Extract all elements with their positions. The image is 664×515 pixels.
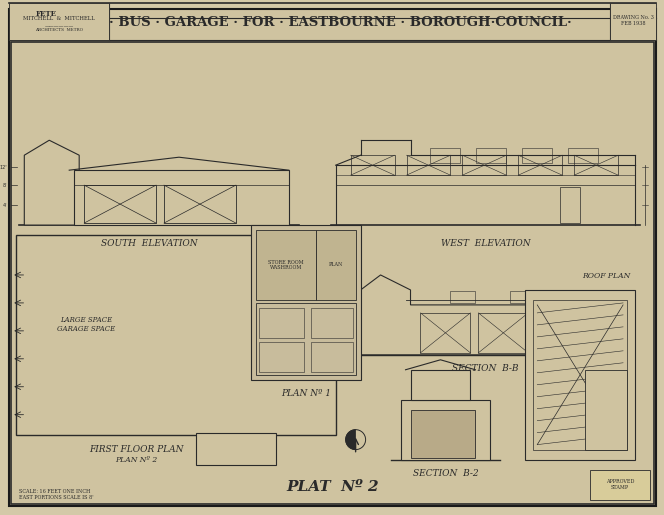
Text: FIRST FLOOR PLAN: FIRST FLOOR PLAN — [89, 445, 183, 454]
Bar — [196, 433, 276, 465]
Bar — [585, 370, 627, 450]
Bar — [560, 187, 580, 223]
Bar — [610, 3, 656, 41]
Bar — [450, 291, 475, 303]
Bar — [519, 155, 562, 175]
Bar — [537, 313, 586, 353]
Text: PLAN Nº 2: PLAN Nº 2 — [115, 456, 157, 464]
Bar — [420, 313, 470, 353]
Text: APPROVED
STAMP: APPROVED STAMP — [606, 479, 634, 490]
Bar — [351, 155, 394, 175]
Text: 4': 4' — [3, 202, 7, 208]
Text: SCALE: 16 FEET ONE INCH
EAST PORTIONS SCALE IS 8': SCALE: 16 FEET ONE INCH EAST PORTIONS SC… — [19, 489, 94, 500]
Bar — [11, 42, 654, 505]
Bar — [478, 313, 529, 353]
Text: STORE ROOM
WASHROOM: STORE ROOM WASHROOM — [268, 260, 303, 270]
Bar — [476, 148, 507, 163]
Text: SOUTH  ELEVATION: SOUTH ELEVATION — [101, 238, 197, 248]
Bar — [590, 470, 650, 500]
Bar — [523, 148, 552, 163]
Wedge shape — [346, 430, 356, 450]
Bar — [406, 155, 450, 175]
Text: LARGE SPACE
GARAGE SPACE: LARGE SPACE GARAGE SPACE — [57, 316, 116, 334]
Bar — [256, 230, 315, 300]
Text: PLAN Nº 1: PLAN Nº 1 — [281, 389, 331, 398]
Bar — [533, 300, 627, 450]
Bar — [256, 303, 356, 375]
Bar — [259, 342, 303, 372]
Text: FETE: FETE — [36, 10, 56, 19]
Bar — [410, 410, 475, 458]
Bar — [315, 230, 356, 300]
Text: · BUS · GARAGE · FOR · EASTBOURNE · BOROUGH·COUNCIL·: · BUS · GARAGE · FOR · EASTBOURNE · BORO… — [110, 16, 572, 29]
Text: ARCHITECTS  METRO: ARCHITECTS METRO — [35, 28, 83, 32]
Text: 8': 8' — [3, 183, 7, 187]
Text: MITCHELL  &  MITCHELL: MITCHELL & MITCHELL — [23, 16, 95, 21]
Bar — [251, 225, 361, 380]
Text: DRAWING No. 3
FEB 1938: DRAWING No. 3 FEB 1938 — [613, 15, 653, 26]
Text: SECTION  B-B: SECTION B-B — [452, 364, 519, 373]
Bar — [574, 155, 618, 175]
Polygon shape — [25, 140, 79, 225]
Bar — [164, 185, 236, 223]
Bar — [525, 290, 635, 459]
Bar — [511, 291, 535, 303]
Text: PLAT  Nº 2: PLAT Nº 2 — [286, 479, 379, 493]
Bar — [410, 370, 470, 400]
Bar — [84, 185, 156, 223]
Text: 12': 12' — [0, 165, 7, 169]
Text: ROOF PLAN: ROOF PLAN — [582, 272, 630, 280]
Bar — [568, 148, 598, 163]
Bar — [462, 155, 507, 175]
Text: ——————: —————— — [44, 24, 74, 29]
Bar — [259, 308, 303, 338]
Bar — [9, 3, 109, 41]
Text: WEST  ELEVATION: WEST ELEVATION — [440, 238, 530, 248]
Polygon shape — [361, 275, 590, 355]
Bar — [311, 342, 353, 372]
Bar — [17, 235, 336, 435]
Bar — [311, 308, 353, 338]
Text: SECTION  B-2: SECTION B-2 — [412, 469, 478, 478]
Polygon shape — [74, 170, 289, 225]
Bar — [400, 400, 490, 459]
Text: PLAN: PLAN — [329, 263, 343, 267]
Bar — [430, 148, 460, 163]
